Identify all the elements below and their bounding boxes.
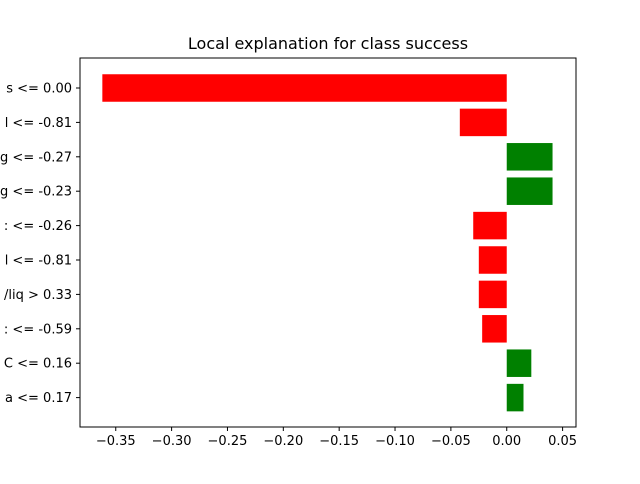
y-tick-label: C <= 0.16 [4, 357, 72, 372]
y-tick-labels: s <= 0.00 l <= -0.81 g <= -0.27 g <= -0.23:… [0, 82, 80, 406]
y-tick-label: l <= -0.81 [5, 116, 72, 131]
y-tick-label: : <= -0.26 [4, 219, 72, 234]
y-tick-label: /liq > 0.33 [4, 288, 72, 303]
x-tick-label: −0.30 [152, 434, 192, 449]
bar-5 [473, 211, 507, 240]
x-tick-label: −0.10 [375, 434, 415, 449]
y-tick-label: a <= 0.17 [5, 391, 72, 406]
bar-10 [506, 383, 524, 412]
x-tick-label: −0.05 [431, 434, 471, 449]
x-tick-label: −0.25 [208, 434, 248, 449]
y-tick-label: l <= -0.81 [5, 254, 72, 269]
bar-7 [478, 280, 507, 309]
x-tick-label: 0.00 [492, 434, 521, 449]
chart-title: Local explanation for class success [188, 34, 468, 53]
bars-group [102, 74, 553, 412]
y-tick-label: : <= -0.59 [4, 322, 72, 337]
x-ticks: −0.35 −0.30 −0.25 −0.20 −0.15 −0.10 −0.05 0.00 0… [96, 427, 577, 449]
y-tick-label: g <= -0.23 [0, 185, 72, 200]
bar-6 [478, 246, 507, 274]
bar-8 [482, 315, 507, 343]
x-tick-label: −0.35 [96, 434, 136, 449]
x-tick-label: 0.05 [548, 434, 577, 449]
bar-4 [506, 177, 553, 205]
y-tick-label: g <= -0.27 [0, 150, 72, 165]
bar-3 [506, 143, 553, 171]
bar-2 [459, 108, 507, 137]
bar-9 [506, 349, 532, 377]
y-tick-label: s <= 0.00 [6, 82, 72, 97]
plot-frame [79, 57, 577, 428]
bar-1 [102, 74, 507, 102]
x-tick-label: −0.15 [319, 434, 359, 449]
x-tick-label: −0.20 [263, 434, 303, 449]
